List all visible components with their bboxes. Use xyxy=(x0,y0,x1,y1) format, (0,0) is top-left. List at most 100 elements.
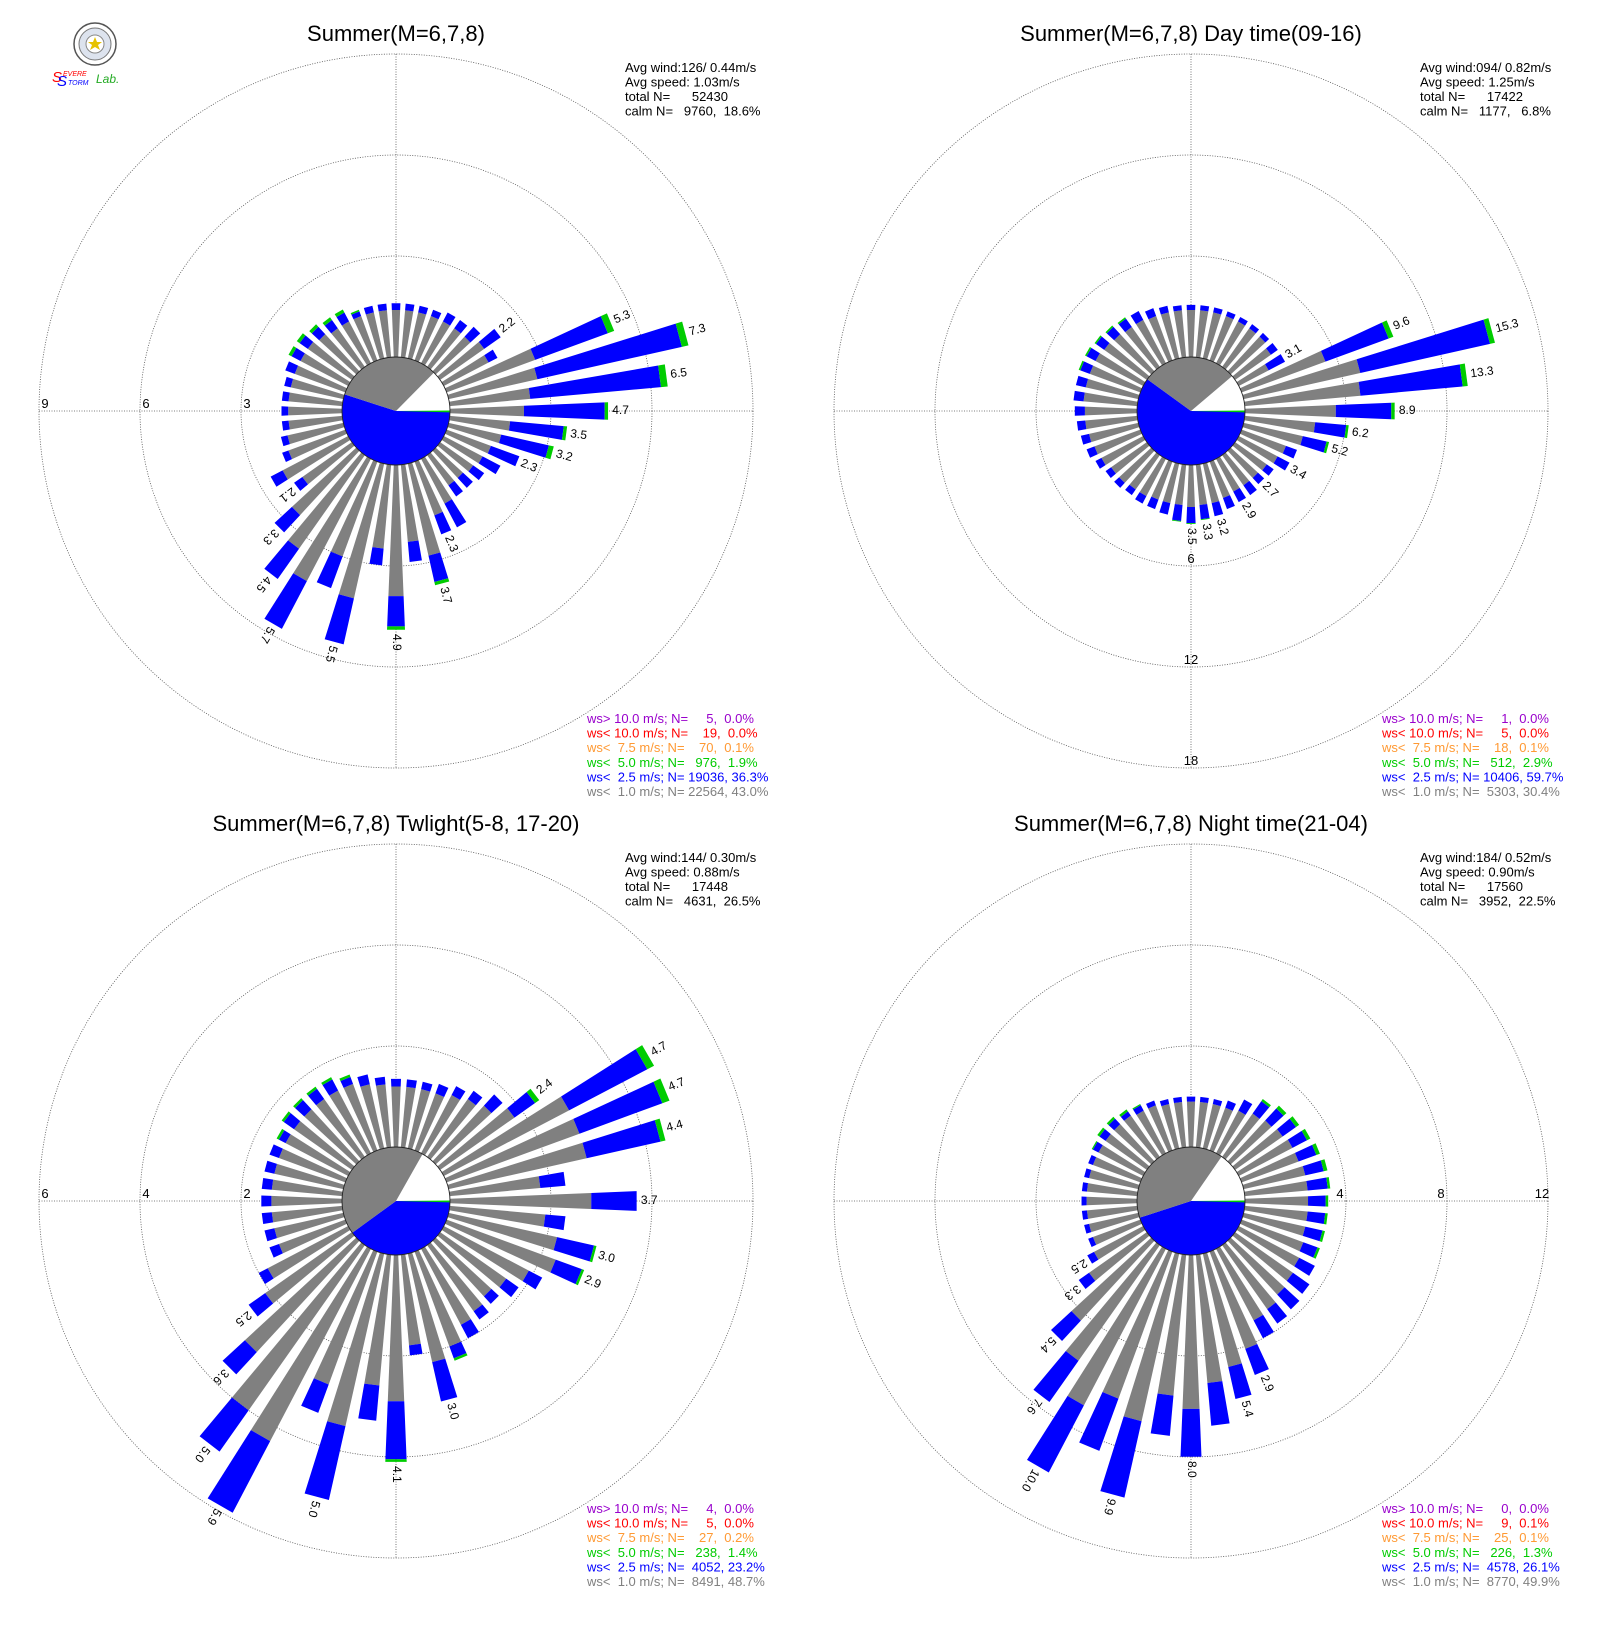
petal-value-label: 3.7 xyxy=(641,1193,658,1207)
petal-segment-lt5 xyxy=(561,426,568,441)
petal-segment-lt1 xyxy=(338,462,385,599)
petal-segment-lt1 xyxy=(447,422,502,444)
petal-segment-lt25 xyxy=(377,303,387,312)
stats-avg-speed: Avg speed: 0.90m/s xyxy=(1420,865,1535,880)
petal-value-label: 4.7 xyxy=(666,1074,687,1093)
petal-segment-lt1 xyxy=(432,336,471,375)
petal-segment-lt25 xyxy=(363,305,374,315)
petal-segment-lt25 xyxy=(1273,456,1290,471)
petal-segment-lt1 xyxy=(1085,415,1138,430)
petal-segment-lt1 xyxy=(1216,1110,1246,1156)
petal-segment-lt25 xyxy=(530,316,608,360)
petal-segment-lt25 xyxy=(301,1378,329,1413)
petal-segment-lt25 xyxy=(340,1076,354,1088)
petal-value-label: 5.4 xyxy=(1239,1399,1257,1419)
petal-segment-lt5 xyxy=(309,324,319,334)
petal-segment-lt25 xyxy=(336,312,350,326)
petal-segment-lt1 xyxy=(290,378,345,400)
petal-segment-lt1 xyxy=(391,309,401,358)
petal-segment-lt1 xyxy=(388,464,404,597)
petal-value-label: 6.5 xyxy=(669,365,688,381)
petal-segment-lt25 xyxy=(1186,304,1196,310)
petal-segment-lt25 xyxy=(405,303,415,312)
calm-circle-outline xyxy=(341,1146,451,1256)
petal-segment-lt1 xyxy=(1202,312,1222,360)
petal-segment-lt25 xyxy=(1259,332,1270,343)
petal-segment-lt25 xyxy=(449,1341,467,1359)
petal-segment-lt25 xyxy=(1159,1099,1170,1107)
petal-segment-lt1 xyxy=(1139,456,1166,497)
petal-segment-lt25 xyxy=(1114,477,1125,488)
petal-segment-lt1 xyxy=(1071,1237,1155,1321)
petal-value-label: 5.7 xyxy=(257,624,278,646)
petal-segment-lt25 xyxy=(1294,1144,1317,1162)
stats-calm: calm N= 3952, 22.5% xyxy=(1420,894,1556,909)
petal-segment-lt1 xyxy=(1240,1152,1299,1183)
legend-entry-lt5: ws< 5.0 m/s; N= 976, 1.9% xyxy=(586,755,758,770)
petal-segment-lt1 xyxy=(1242,1212,1306,1236)
petal-segment-lt5 xyxy=(600,313,615,334)
petal-segment-lt25 xyxy=(1106,326,1121,341)
petal-segment-lt25 xyxy=(1088,1154,1097,1166)
petal-segment-lt25 xyxy=(538,1171,566,1188)
petal-segment-lt1 xyxy=(1135,319,1166,366)
logo-s2: S xyxy=(57,73,67,88)
petal-value-label: 2.4 xyxy=(533,1075,555,1096)
petal-segment-lt1 xyxy=(1148,1105,1173,1152)
petal-segment-lt1 xyxy=(1065,1242,1160,1361)
petal-segment-lt25 xyxy=(523,402,605,420)
legend-entry-lt5: ws< 5.0 m/s; N= 226, 1.3% xyxy=(1381,1545,1553,1560)
calm-sector-lt5 xyxy=(396,1200,450,1203)
petal-segment-lt1 xyxy=(1209,460,1230,499)
petal-segment-lt25 xyxy=(1180,1408,1202,1457)
petal-segment-lt1 xyxy=(441,355,489,386)
petal-segment-lt25 xyxy=(284,376,294,388)
petal-segment-lt1 xyxy=(313,1250,378,1385)
petal-segment-lt1 xyxy=(449,1176,541,1197)
petal-segment-lt1 xyxy=(288,452,365,549)
petal-segment-lt1 xyxy=(1129,452,1160,490)
legend-entry-gt10: ws> 10.0 m/s; N= 5, 0.0% xyxy=(586,711,754,726)
calm-sector-lt1 xyxy=(1147,357,1233,411)
petal-segment-lt1 xyxy=(1232,442,1267,471)
petal-segment-lt5 xyxy=(1106,1116,1116,1126)
petal-segment-lt25 xyxy=(444,499,467,528)
petal-segment-lt1 xyxy=(365,312,385,360)
petal-segment-lt1 xyxy=(400,464,419,542)
petal-segment-lt5 xyxy=(276,1128,285,1140)
petal-segment-lt25 xyxy=(1287,1130,1308,1148)
petal-segment-lt5 xyxy=(1097,1127,1105,1137)
petal-segment-lt25 xyxy=(1130,310,1144,325)
petal-segment-lt25 xyxy=(430,309,442,320)
petal-segment-lt1 xyxy=(387,1254,405,1402)
petal-segment-lt25 xyxy=(1075,375,1089,388)
petal-segment-lt25 xyxy=(573,1081,663,1134)
panel-title: Summer(M=6,7,8) Night time(21-04) xyxy=(1014,811,1368,836)
petal-segment-lt1 xyxy=(250,1246,371,1442)
petal-segment-lt1 xyxy=(274,1163,345,1190)
petal-segment-lt5 xyxy=(1091,1141,1098,1150)
petal-segment-lt25 xyxy=(1200,305,1210,312)
petal-segment-lt1 xyxy=(1161,1103,1180,1150)
petal-segment-lt25 xyxy=(1078,1272,1096,1289)
petal-segment-lt1 xyxy=(427,1099,476,1160)
petal-segment-lt25 xyxy=(483,1094,503,1114)
petal-segment-lt5 xyxy=(339,1074,351,1081)
petal-segment-lt1 xyxy=(304,1109,360,1165)
legend-entry-lt25: ws< 2.5 m/s; N= 19036, 36.3% xyxy=(586,769,769,784)
petal-segment-lt1 xyxy=(1104,342,1150,380)
logo-s1: S xyxy=(52,69,62,86)
petal-value-label: 4.1 xyxy=(390,1466,404,1483)
petal-segment-lt5 xyxy=(653,1078,670,1104)
petal-segment-lt1 xyxy=(1216,321,1246,366)
petal-segment-lt25 xyxy=(261,1195,272,1207)
petal-segment-lt25 xyxy=(534,323,682,380)
petal-segment-lt1 xyxy=(267,1226,351,1279)
petal-value-label: 7.3 xyxy=(687,320,707,338)
petal-segment-lt25 xyxy=(460,1319,479,1339)
stats-total: total N= 17560 xyxy=(1420,879,1523,894)
petal-segment-lt1 xyxy=(414,1250,462,1347)
petal-segment-lt25 xyxy=(406,1079,417,1089)
petal-segment-lt25 xyxy=(207,1430,271,1513)
petal-segment-lt1 xyxy=(1123,1252,1180,1422)
